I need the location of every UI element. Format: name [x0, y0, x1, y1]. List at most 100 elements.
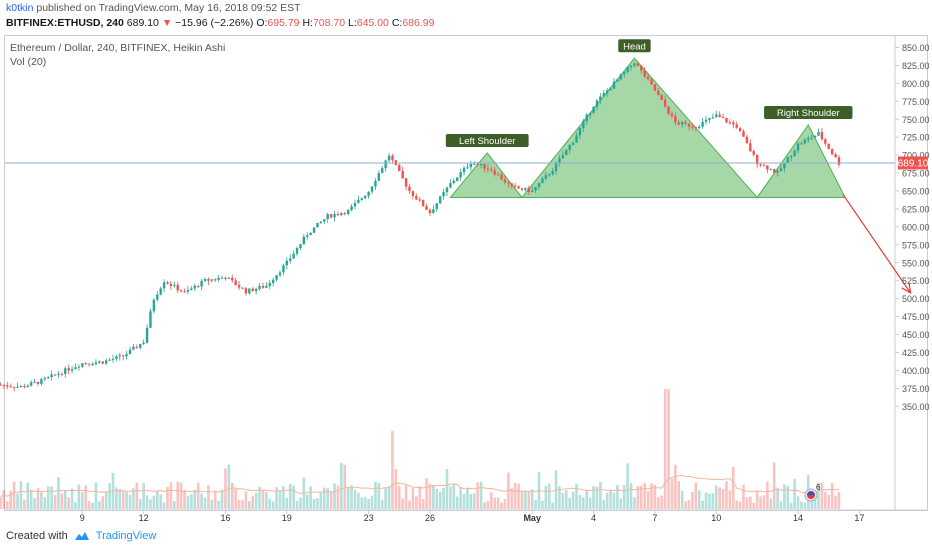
- volume-moving-average: [0, 475, 840, 498]
- candle-body: [271, 279, 275, 284]
- volume-bar: [391, 431, 394, 509]
- candle-body: [704, 119, 708, 122]
- candle-body: [70, 368, 74, 371]
- candle-body: [520, 188, 524, 190]
- volume-bar: [561, 492, 565, 509]
- candle-body: [210, 279, 214, 281]
- volume-bar: [435, 488, 439, 509]
- candle-body: [350, 206, 353, 210]
- candle-body: [657, 90, 660, 96]
- candle-body: [837, 157, 841, 165]
- volume-bar: [254, 492, 258, 509]
- candle-body: [738, 127, 742, 132]
- candle-body: [677, 122, 680, 125]
- volume-bar: [401, 498, 404, 509]
- candle-body: [674, 115, 677, 123]
- volume-bar: [336, 485, 340, 509]
- volume-bar: [779, 501, 783, 509]
- volume-bar: [755, 491, 759, 509]
- volume-bar: [653, 484, 657, 509]
- volume-bar: [128, 494, 132, 509]
- volume-bar: [541, 500, 544, 509]
- volume-bar: [9, 490, 13, 509]
- volume-bar: [449, 486, 452, 509]
- volume-bar: [466, 487, 469, 509]
- volume-bar: [428, 483, 432, 509]
- volume-bar: [200, 493, 203, 509]
- candle-body: [766, 165, 769, 170]
- candle-body: [60, 373, 64, 375]
- pattern-label-box: [764, 105, 853, 119]
- candle-body: [415, 196, 418, 200]
- volume-bar: [592, 486, 595, 509]
- price-axis: 850.00 825.00 800.00 775.00 750.00 725.00 700.…: [895, 43, 930, 412]
- candle-body: [84, 363, 87, 365]
- volume-bar: [261, 489, 265, 509]
- candle-body: [759, 164, 762, 166]
- tradingview-logo-icon[interactable]: [74, 531, 90, 541]
- candle-body: [57, 373, 60, 375]
- price-tick-label: 500.00: [902, 294, 930, 304]
- tradingview-brand[interactable]: TradingView: [95, 530, 157, 542]
- candle-body: [493, 170, 496, 175]
- volume-bar: [599, 481, 602, 509]
- volume-bar: [800, 501, 803, 509]
- candle-body: [670, 113, 674, 116]
- events-flag-icon[interactable]: 6: [804, 483, 821, 502]
- volume-bar: [234, 489, 237, 509]
- volume-bar: [551, 502, 554, 509]
- volume-bar: [691, 492, 694, 509]
- candle-body: [47, 376, 50, 379]
- candle-body: [762, 165, 766, 167]
- chart-legend-title[interactable]: Ethereum / Dollar, 240, BITFINEX, Heikin…: [10, 42, 226, 54]
- volume-bar: [411, 488, 415, 509]
- candle-body: [237, 285, 241, 288]
- candle-body: [476, 163, 479, 165]
- price-tick-label: 475.00: [902, 312, 930, 322]
- volume-bar: [271, 501, 275, 509]
- price-tick-label: 550.00: [902, 258, 930, 268]
- created-with-text: Created with: [6, 530, 68, 542]
- candle-body: [33, 381, 36, 383]
- candle-body: [462, 167, 466, 173]
- candle-body: [156, 294, 159, 300]
- volume-bar: [701, 500, 704, 509]
- candle-body: [411, 191, 415, 197]
- volume-bar: [333, 483, 336, 509]
- time-tick-label: 19: [282, 513, 292, 523]
- volume-bar: [462, 493, 466, 509]
- volume-bar: [626, 463, 629, 509]
- candle-body: [190, 288, 193, 290]
- candle-body: [503, 179, 507, 183]
- candle-body: [53, 374, 57, 376]
- time-tick-label: 17: [854, 513, 864, 523]
- volume-legend[interactable]: Vol (20): [10, 56, 47, 68]
- volume-bar: [340, 462, 343, 509]
- volume-bar: [288, 483, 292, 509]
- volume-bar: [0, 497, 2, 509]
- volume-bar: [714, 485, 718, 509]
- close-value: 686.99: [402, 17, 435, 29]
- volume-bar: [697, 490, 701, 509]
- volume-bar: [749, 496, 752, 509]
- candle-body: [616, 79, 619, 82]
- candle-body: [104, 360, 108, 364]
- volume-bar: [319, 492, 323, 509]
- price-change: −15.96 (−2.26%): [175, 17, 254, 29]
- volume-bar: [408, 500, 411, 509]
- volume-bar: [125, 491, 128, 509]
- author-name[interactable]: k0tkin: [6, 2, 34, 14]
- price-tick-label: 375.00: [902, 384, 930, 394]
- volume-bar: [564, 490, 568, 509]
- volume-bar: [67, 497, 70, 509]
- candle-body: [830, 149, 834, 155]
- volume-bar: [258, 486, 261, 509]
- candle-body: [531, 190, 534, 192]
- candle-body: [343, 213, 346, 215]
- volume-bar: [415, 496, 418, 509]
- publish-info: k0tkin published on TradingView.com, May…: [6, 2, 301, 14]
- candle-body: [265, 285, 268, 288]
- candle-body: [456, 177, 459, 181]
- volume-bar: [568, 497, 571, 509]
